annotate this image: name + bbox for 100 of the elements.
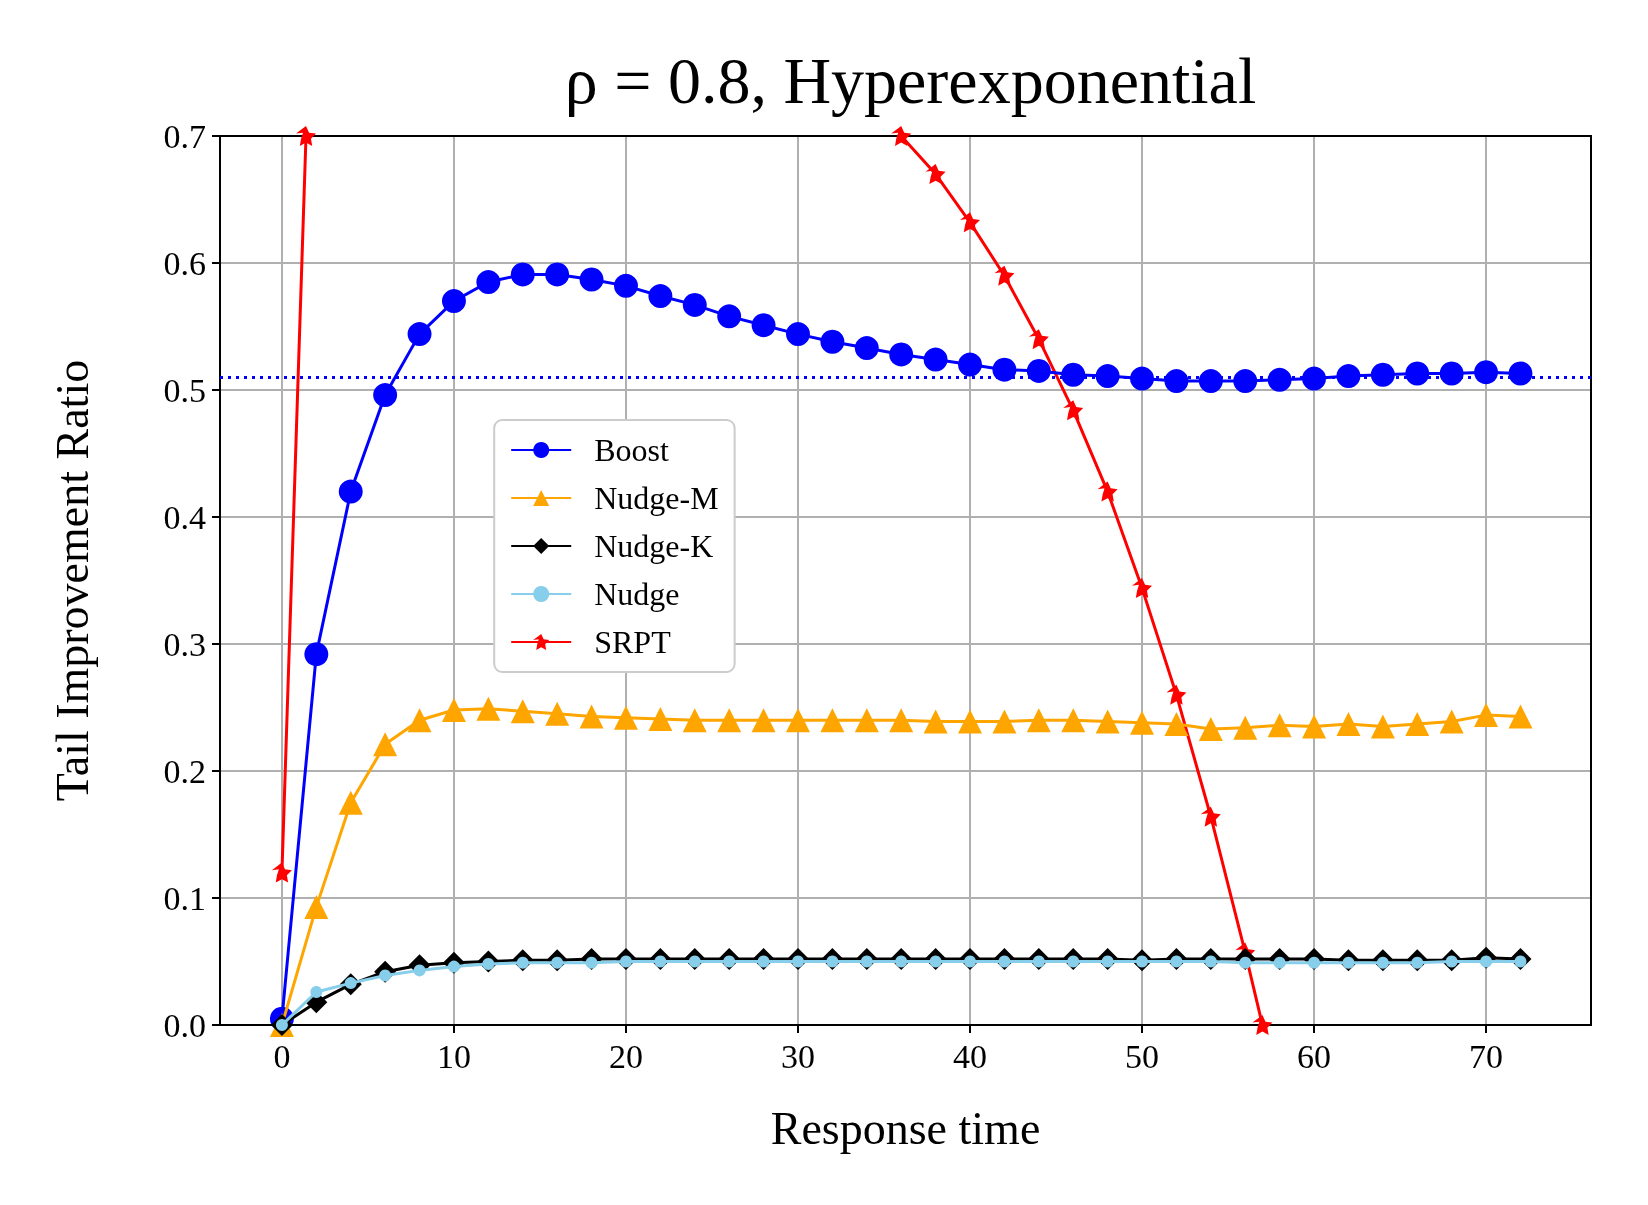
point [613,273,638,298]
point [510,699,535,724]
point [1474,703,1499,728]
legend-label: Nudge-K [594,528,714,564]
point [1028,329,1049,350]
point [441,698,466,723]
x-axis-title: Response time [770,1102,1041,1154]
point [1233,369,1258,394]
point [960,212,981,233]
point [889,708,914,733]
point [373,383,398,408]
point [1252,1015,1273,1035]
point [923,709,948,734]
point [820,708,845,733]
point [579,704,604,729]
point [923,347,948,372]
point [1198,369,1223,394]
point [648,284,673,309]
point [1198,717,1223,742]
point [1267,367,1292,392]
y-tick-label: 0.0 [163,1006,206,1044]
point [579,267,604,292]
point [296,126,317,146]
point [891,126,912,146]
point [1132,578,1153,599]
point [682,708,707,733]
point [1439,361,1464,386]
point [1097,481,1118,502]
point [751,313,776,338]
point [717,304,742,329]
point [271,862,292,883]
point [1166,684,1187,705]
legend-label: Nudge [594,576,680,612]
point [476,696,501,721]
point [1474,360,1499,385]
point [854,336,879,361]
point [1233,715,1258,740]
point [992,357,1017,382]
point [1508,361,1533,386]
point [958,709,983,734]
point [1267,713,1292,738]
y-tick-label: 0.1 [163,879,206,917]
point [682,292,707,317]
legend-label: Boost [594,432,669,468]
point [717,708,742,733]
point [1026,358,1051,383]
point [407,708,432,733]
x-tick-label: 20 [608,1037,643,1075]
y-tick-label: 0.7 [163,117,206,155]
point [476,270,501,295]
point [338,790,363,815]
x-tick-label: 0 [273,1037,291,1075]
legend-label: Nudge-M [594,480,719,516]
point [994,265,1015,286]
x-tick-label: 60 [1297,1037,1332,1075]
point [1439,709,1464,734]
point [1336,712,1361,737]
point [1164,712,1189,737]
legend-label: SRPT [594,624,672,660]
point [786,322,810,347]
y-axis-title: Tail Improvement Ratio [46,359,98,802]
y-tick-label: 0.3 [163,625,206,663]
point [1130,366,1155,391]
point [1095,364,1120,389]
point [958,352,983,377]
x-tick-label: 70 [1469,1037,1504,1075]
point [1405,361,1430,386]
point [1061,362,1086,387]
point [1200,806,1221,827]
point [510,262,535,287]
point [854,708,879,733]
chart-title: ρ = 0.8, Hyperexponential [564,43,1257,117]
point [992,709,1017,734]
point [1061,708,1086,733]
point [1026,708,1051,733]
point [1164,369,1189,394]
point [407,322,432,347]
point [304,894,329,919]
point [889,342,914,367]
point [925,164,946,185]
point [1370,714,1395,739]
point [1130,710,1155,735]
point [1370,362,1395,387]
point [820,329,845,354]
point [1095,709,1120,734]
y-tick-label: 0.4 [163,498,206,536]
point [1063,400,1084,421]
point [545,701,570,726]
point [613,705,638,730]
y-tick-label: 0.2 [163,752,206,790]
point [1302,714,1327,739]
x-tick-label: 50 [1125,1037,1160,1075]
point [785,708,810,733]
y-tick-label: 0.6 [163,244,206,282]
point [1302,366,1327,391]
point [751,708,776,733]
point [545,262,570,287]
x-tick-label: 10 [436,1037,471,1075]
point [1336,364,1361,389]
x-tick-label: 30 [780,1037,815,1075]
